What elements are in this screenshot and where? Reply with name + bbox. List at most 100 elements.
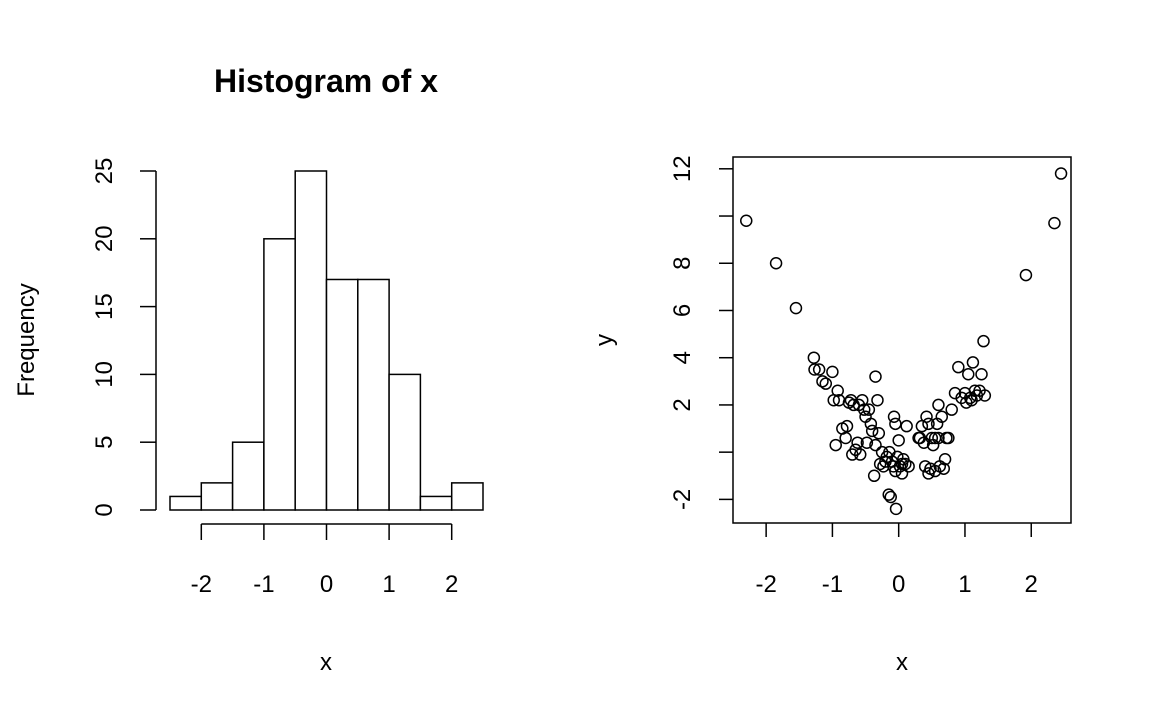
scatter-y-tick-label: 8 bbox=[669, 257, 696, 270]
scatter-point bbox=[860, 436, 874, 449]
histogram-y-axis: 0 5 10 15 20 25 bbox=[91, 158, 157, 517]
histogram-bar bbox=[231, 441, 265, 511]
scatter-plot-box bbox=[732, 156, 1072, 524]
histogram-x-tick-label: 0 bbox=[320, 571, 333, 598]
scatter-point bbox=[808, 363, 821, 376]
scatter-point bbox=[1019, 268, 1033, 282]
scatter-point bbox=[871, 393, 884, 407]
scatter-point bbox=[807, 351, 821, 364]
histogram-bar bbox=[419, 495, 453, 511]
scatter-x-tick-label: -2 bbox=[755, 571, 776, 598]
histogram-y-tick-label: 10 bbox=[91, 361, 118, 388]
scatter-point bbox=[829, 438, 842, 452]
histogram-bar bbox=[450, 482, 484, 511]
scatter-point bbox=[1054, 167, 1068, 180]
histogram-y-tick-label: 15 bbox=[91, 293, 118, 320]
scatter-point bbox=[872, 427, 886, 440]
histogram-y-label: Frequency bbox=[13, 283, 40, 396]
scatter-point bbox=[864, 417, 878, 431]
histogram-bar bbox=[263, 238, 296, 511]
scatter-point bbox=[945, 403, 958, 416]
scatter-point bbox=[869, 438, 882, 452]
histogram-y-tick-label: 5 bbox=[91, 436, 118, 449]
scatter-point bbox=[1048, 216, 1061, 230]
scatter-point bbox=[740, 214, 753, 228]
scatter-point bbox=[812, 363, 826, 376]
scatter-point bbox=[922, 417, 935, 431]
scatter-point bbox=[816, 375, 829, 388]
scatter-y-tick-label: 2 bbox=[669, 398, 696, 411]
scatter-point bbox=[932, 398, 945, 412]
scatter-points bbox=[740, 167, 1068, 516]
histogram-bar bbox=[294, 170, 328, 511]
scatter-y-axis: -2 2 4 6 8 12 bbox=[669, 155, 733, 510]
histogram-title: Histogram of x bbox=[214, 63, 438, 99]
scatter-point bbox=[902, 460, 915, 473]
histogram-x-axis: -2 -1 0 1 2 bbox=[191, 523, 458, 598]
scatter-point bbox=[853, 448, 867, 461]
histogram-bar bbox=[388, 373, 422, 511]
scatter-point bbox=[895, 457, 909, 471]
scatter-y-tick-label: -2 bbox=[669, 489, 696, 510]
histogram-y-tick-label: 0 bbox=[91, 503, 118, 516]
scatter-point bbox=[869, 370, 882, 383]
scatter-point bbox=[892, 434, 905, 447]
scatter-point bbox=[932, 431, 945, 445]
scatter-point bbox=[889, 464, 902, 478]
scatter-point bbox=[942, 431, 955, 445]
scatter-point bbox=[899, 457, 912, 471]
histogram-bar bbox=[325, 278, 359, 511]
histogram-bars bbox=[169, 170, 484, 511]
histogram-panel: Histogram of x -2 -1 0 1 2 0 5 10 15 20 25 x Freq… bbox=[13, 63, 484, 676]
scatter-point bbox=[851, 436, 864, 449]
scatter-x-tick-label: -1 bbox=[822, 571, 843, 598]
scatter-y-tick-label: 12 bbox=[669, 155, 696, 182]
scatter-point bbox=[855, 393, 869, 407]
scatter-point bbox=[889, 417, 902, 431]
histogram-bar bbox=[169, 495, 203, 511]
scatter-y-label: y bbox=[591, 334, 618, 346]
scatter-point bbox=[882, 488, 895, 501]
scatter-x-tick-label: 2 bbox=[1025, 571, 1038, 598]
histogram-x-tick-label: 2 bbox=[445, 571, 458, 598]
scatter-point bbox=[962, 367, 975, 381]
scatter-point bbox=[862, 403, 876, 416]
scatter-y-tick-label: 4 bbox=[669, 351, 696, 364]
histogram-y-tick-label: 25 bbox=[91, 158, 118, 185]
scatter-point bbox=[819, 377, 833, 390]
scatter-point bbox=[952, 360, 965, 374]
scatter-point bbox=[839, 431, 852, 445]
scatter-point bbox=[826, 365, 839, 379]
scatter-point bbox=[769, 257, 783, 270]
scatter-point bbox=[857, 403, 871, 416]
scatter-point bbox=[975, 367, 988, 381]
scatter-point bbox=[920, 410, 933, 423]
scatter-point bbox=[887, 410, 901, 423]
scatter-point bbox=[789, 301, 803, 315]
scatter-point bbox=[889, 502, 903, 516]
scatter-y-tick-label: 6 bbox=[669, 304, 696, 317]
histogram-bar bbox=[200, 482, 234, 511]
scatter-point bbox=[928, 464, 942, 478]
scatter-x-tick-label: 0 bbox=[892, 571, 905, 598]
scatter-point bbox=[831, 384, 844, 398]
scatter-point bbox=[865, 424, 879, 438]
scatter-point bbox=[884, 490, 897, 504]
scatter-point bbox=[966, 356, 980, 369]
histogram-y-tick-label: 20 bbox=[91, 225, 118, 252]
scatter-point bbox=[867, 469, 881, 483]
scatter-point bbox=[935, 410, 949, 423]
scatter-point bbox=[922, 467, 935, 480]
scatter-point bbox=[840, 419, 854, 433]
histogram-bar bbox=[357, 278, 390, 511]
scatter-point bbox=[977, 334, 990, 348]
scatter-point bbox=[925, 431, 939, 445]
scatter-point bbox=[937, 462, 951, 475]
scatter-x-label: x bbox=[896, 649, 908, 676]
scatter-x-tick-label: 1 bbox=[958, 571, 971, 598]
scatter-point bbox=[978, 389, 992, 402]
scatter-point bbox=[938, 452, 952, 466]
histogram-x-tick-label: 1 bbox=[382, 571, 395, 598]
